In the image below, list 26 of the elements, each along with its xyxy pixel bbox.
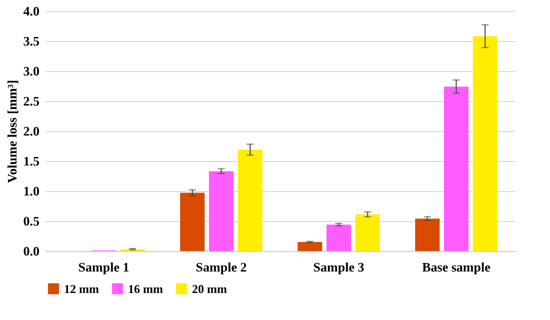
bar: [298, 242, 322, 251]
bar: [444, 86, 469, 251]
y-tick-label: 4.0: [23, 4, 40, 18]
y-tick-label: 1.5: [23, 154, 40, 168]
bar: [415, 218, 440, 251]
legend-label: 12 mm: [64, 282, 99, 296]
y-axis-title: Volume loss [mm³]: [4, 80, 20, 184]
y-tick-label: 3.5: [23, 34, 40, 48]
bar: [326, 224, 352, 251]
y-tick-label: 2.0: [23, 124, 40, 138]
y-tick-label: 0.0: [23, 244, 40, 258]
x-tick-label: Sample 1: [78, 260, 130, 274]
bar: [208, 171, 234, 251]
x-tick-label: Sample 3: [313, 260, 365, 274]
y-tick-label: 2.5: [23, 94, 40, 108]
y-tick-label: 0.5: [23, 214, 40, 228]
bar: [472, 36, 498, 251]
legend-label: 20 mm: [192, 282, 227, 296]
x-tick-label: Base sample: [422, 260, 491, 274]
legend-label: 16 mm: [128, 282, 163, 296]
x-tick-label: Sample 2: [196, 260, 247, 274]
bar: [180, 192, 205, 251]
bar: [355, 214, 380, 251]
y-tick-label: 3.0: [23, 64, 40, 78]
y-tick-label: 1.0: [23, 184, 40, 198]
bar: [238, 150, 262, 251]
